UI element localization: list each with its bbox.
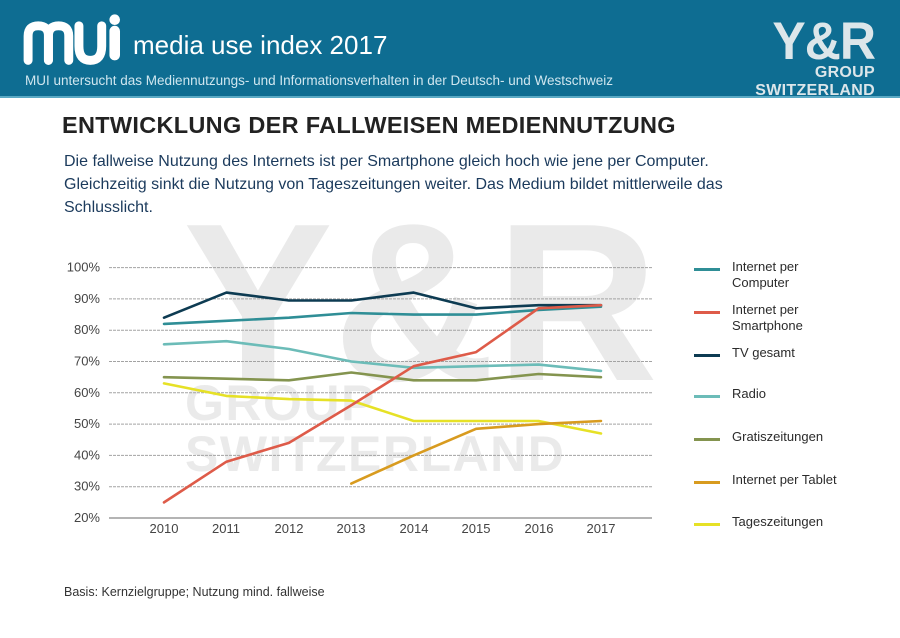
svg-text:2016: 2016 (525, 521, 554, 536)
svg-text:2013: 2013 (337, 521, 366, 536)
svg-text:80%: 80% (74, 322, 100, 337)
svg-text:100%: 100% (67, 260, 101, 275)
svg-text:20%: 20% (74, 510, 100, 525)
svg-text:2015: 2015 (462, 521, 491, 536)
svg-text:2012: 2012 (275, 521, 304, 536)
svg-text:90%: 90% (74, 291, 100, 306)
svg-text:2011: 2011 (212, 521, 240, 536)
svg-text:30%: 30% (74, 479, 100, 494)
svg-text:50%: 50% (74, 416, 100, 431)
svg-text:60%: 60% (74, 385, 100, 400)
svg-text:2010: 2010 (150, 521, 179, 536)
svg-text:70%: 70% (74, 354, 100, 369)
svg-text:2017: 2017 (587, 521, 616, 536)
svg-text:40%: 40% (74, 447, 100, 462)
svg-text:2014: 2014 (400, 521, 429, 536)
